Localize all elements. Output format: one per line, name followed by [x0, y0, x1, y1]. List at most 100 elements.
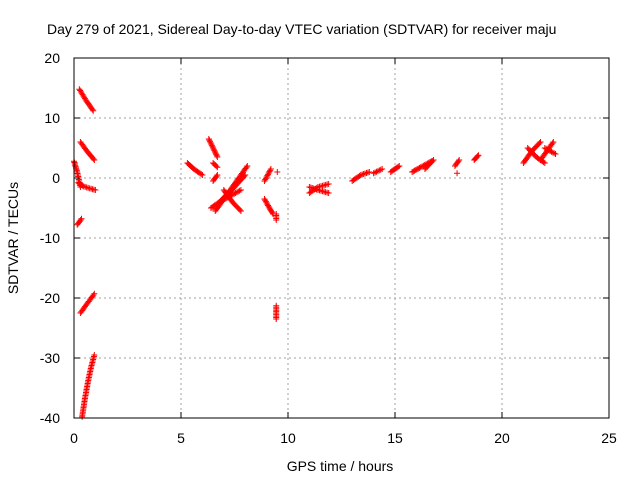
data-point [373, 168, 380, 175]
data-point [263, 174, 270, 180]
y-tick-label: -30 [40, 350, 60, 366]
data-point [210, 146, 217, 153]
data-point [198, 171, 205, 178]
data-point [265, 170, 272, 176]
data-point [262, 198, 269, 205]
data-point [261, 178, 268, 184]
data-point [214, 172, 221, 178]
data-point [263, 199, 270, 206]
data-point [214, 164, 221, 171]
data-point [372, 169, 379, 176]
data-point [237, 208, 244, 214]
x-tick-label: 15 [387, 430, 403, 446]
data-point [377, 166, 384, 173]
data-point [243, 164, 250, 171]
data-point [209, 143, 216, 150]
data-point [552, 151, 559, 157]
data-point [90, 155, 97, 162]
data-point [262, 197, 269, 204]
data-point [551, 150, 558, 157]
data-point [210, 145, 217, 151]
data-point [266, 168, 273, 175]
y-tick-label: -10 [40, 230, 60, 246]
y-axis-label: SDTVAR / TECUs [5, 182, 21, 294]
data-point [261, 196, 268, 202]
data-point [90, 107, 97, 114]
data-point [374, 168, 381, 175]
data-points [71, 86, 559, 420]
data-point [536, 140, 543, 147]
data-point [541, 160, 548, 166]
data-point [213, 163, 220, 170]
data-point [91, 352, 98, 358]
y-tick-label: -40 [40, 410, 60, 426]
x-tick-label: 5 [177, 430, 185, 446]
data-point [269, 209, 276, 216]
data-point [455, 158, 462, 165]
y-tick-label: -20 [40, 290, 60, 306]
data-point [92, 187, 99, 193]
data-point [207, 139, 214, 146]
data-point [90, 292, 97, 299]
data-point [78, 215, 85, 222]
data-point [244, 163, 251, 169]
x-tick-label: 10 [280, 430, 296, 446]
data-point [395, 163, 402, 170]
data-point [267, 167, 274, 174]
y-tick-label: 20 [44, 50, 60, 66]
data-point [262, 176, 269, 183]
data-point [456, 157, 463, 163]
data-point [325, 190, 332, 196]
data-point [208, 141, 215, 148]
data-point [475, 152, 482, 159]
data-point [212, 150, 219, 157]
data-point [264, 201, 271, 208]
data-point [416, 164, 423, 171]
grid [74, 58, 609, 418]
data-point [214, 154, 221, 160]
data-point [208, 142, 215, 149]
data-point [213, 152, 220, 159]
data-point [474, 153, 481, 160]
data-point [89, 106, 96, 113]
data-point [211, 147, 218, 154]
x-tick-label: 0 [70, 430, 78, 446]
data-point [211, 148, 218, 155]
data-point [205, 136, 212, 142]
data-point [79, 182, 86, 189]
data-point [376, 167, 383, 174]
chart-title: Day 279 of 2021, Sidereal Day-to-day VTE… [47, 21, 556, 37]
data-point [549, 140, 556, 147]
data-point [313, 184, 320, 191]
x-axis-label: GPS time / hours [287, 458, 394, 474]
data-point [274, 169, 281, 175]
data-point [550, 139, 557, 145]
data-point [213, 173, 220, 180]
data-point [366, 169, 373, 175]
data-point [430, 157, 437, 163]
data-point [207, 138, 214, 145]
data-point [273, 217, 280, 223]
data-point [237, 187, 244, 193]
data-point [265, 171, 272, 178]
data-point [540, 159, 547, 166]
data-point [236, 206, 243, 213]
data-point [91, 290, 98, 297]
data-point [370, 170, 377, 177]
data-point [264, 172, 271, 179]
x-tick-label: 25 [601, 430, 617, 446]
data-point [356, 172, 363, 179]
data-point [379, 166, 386, 172]
data-point [236, 187, 243, 194]
data-point [206, 137, 213, 144]
data-point [325, 181, 332, 187]
data-point [262, 175, 269, 182]
data-point [199, 172, 206, 178]
data-point [213, 151, 220, 158]
y-tick-label: 0 [52, 170, 60, 186]
data-point [91, 157, 98, 163]
data-point [267, 166, 274, 172]
data-point [537, 139, 544, 145]
